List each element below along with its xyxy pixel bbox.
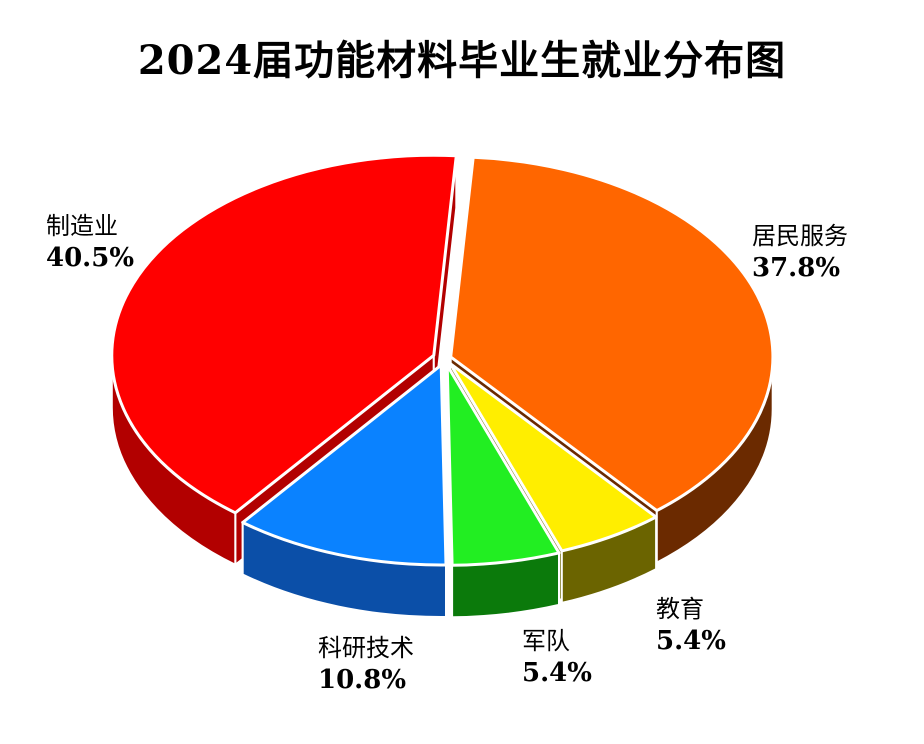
- slice-residential-services-top: [449, 155, 775, 513]
- label-education-value: 5.4%: [656, 626, 726, 656]
- label-education-name: 教育: [656, 595, 704, 623]
- slice-research-tech-top: [241, 363, 448, 567]
- label-military: 军队 5.4%: [522, 625, 592, 689]
- label-residential-services: 居民服务 37.8%: [752, 220, 848, 284]
- label-research-tech-name: 科研技术: [318, 634, 414, 662]
- label-military-value: 5.4%: [522, 658, 592, 688]
- label-residential-services-name: 居民服务: [752, 222, 848, 250]
- label-research-tech-value: 10.8%: [318, 665, 407, 695]
- chart-title: 2024届功能材料毕业生就业分布图: [137, 37, 787, 84]
- label-manufacturing-name: 制造业: [46, 212, 118, 240]
- label-military-name: 军队: [522, 627, 570, 655]
- label-manufacturing-value: 40.5%: [46, 243, 135, 273]
- slice-military: [445, 361, 561, 619]
- label-education: 教育 5.4%: [656, 593, 726, 657]
- label-manufacturing: 制造业 40.5%: [46, 210, 134, 274]
- label-research-tech: 科研技术 10.8%: [318, 632, 414, 696]
- label-residential-services-value: 37.8%: [752, 253, 841, 283]
- slice-manufacturing-top: [110, 153, 458, 515]
- slice-education-top: [448, 361, 658, 553]
- slice-research-tech: [241, 363, 448, 619]
- slice-military-top: [445, 363, 561, 567]
